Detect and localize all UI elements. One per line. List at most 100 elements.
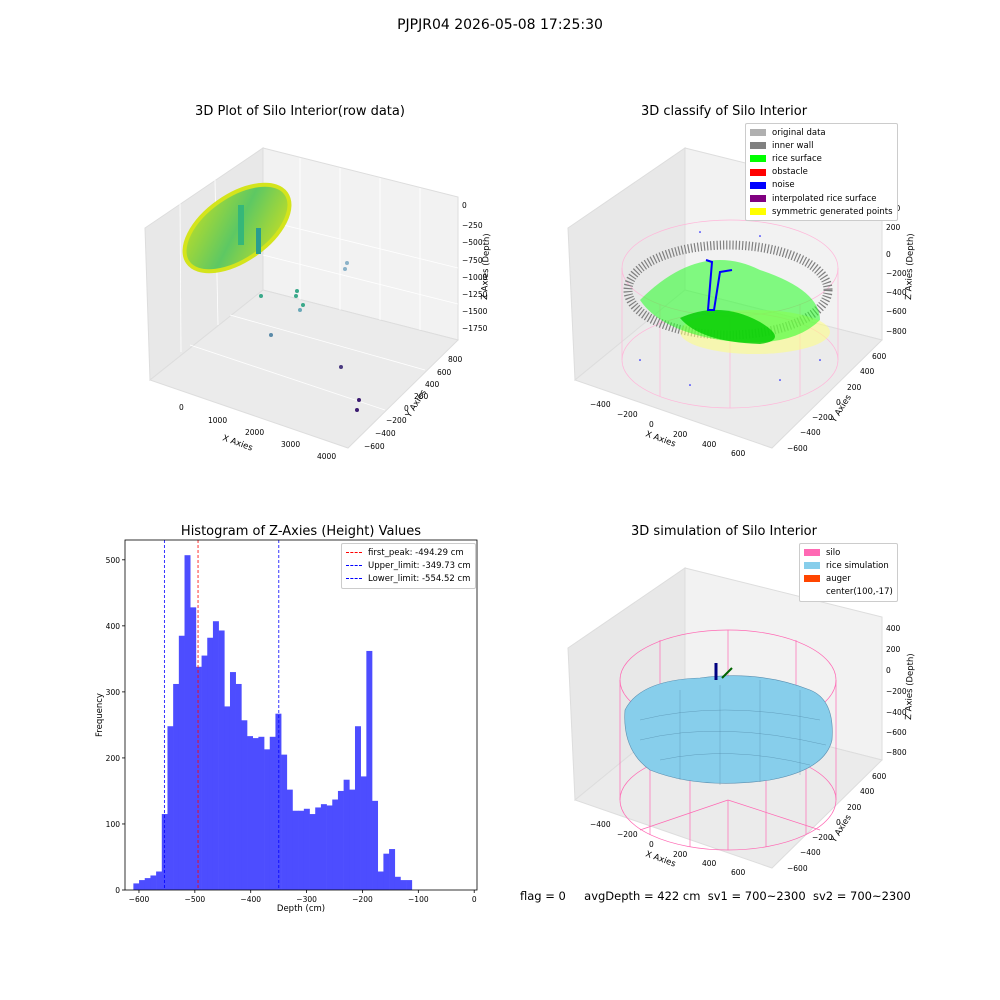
histogram-bar: [292, 810, 299, 890]
x-ticks: −600 −500 −400 −300 −200 −100 0: [129, 890, 477, 904]
z-tick: −800: [886, 748, 907, 757]
y-axis-label: Frequency: [95, 693, 105, 737]
y-tick: −400: [800, 848, 821, 857]
histogram-bar: [332, 799, 339, 890]
point: [294, 294, 298, 298]
histogram-bar: [269, 736, 276, 890]
histogram-bar: [281, 754, 288, 890]
x-tick: 3000: [281, 440, 300, 449]
histogram-bar: [258, 736, 265, 890]
y-tick: −400: [800, 428, 821, 437]
legend-swatch: [804, 549, 820, 557]
histogram-bar: [320, 804, 327, 890]
legend-entry: interpolated rice surface: [750, 192, 893, 205]
raw-surface: [182, 182, 292, 274]
classify-plot-title: 3D classify of Silo Interior: [640, 104, 808, 119]
x-tick-label: −200: [352, 895, 373, 904]
legend-entry: first_peak: -494.29 cm: [346, 546, 471, 559]
y-tick: −200: [812, 413, 833, 422]
histogram-bar: [394, 876, 401, 890]
histogram-bar: [298, 810, 305, 890]
classify-legend: original data inner wall rice surface ob…: [745, 123, 898, 222]
x-tick: 0: [179, 403, 184, 412]
raw-spike-2: [256, 228, 261, 254]
histogram-bar: [133, 883, 140, 890]
x-tick: 1000: [208, 416, 227, 425]
histogram-bar: [372, 800, 379, 890]
z-tick: −1000: [462, 273, 488, 282]
z-tick: −500: [462, 238, 483, 247]
histogram-bar: [229, 672, 236, 890]
x-tick-label: −100: [408, 895, 429, 904]
y-tick: 200: [414, 392, 429, 401]
histogram-bar: [326, 805, 333, 890]
point: [343, 267, 347, 271]
histogram-bar: [195, 666, 202, 890]
histogram-bar: [207, 637, 214, 890]
x-tick: 0: [649, 420, 654, 429]
x-tick: 4000: [317, 452, 336, 461]
histogram-bar: [201, 655, 208, 890]
legend-entry: inner wall: [750, 139, 893, 152]
x-tick: −200: [617, 830, 638, 839]
rice-simulation: [624, 675, 833, 784]
x-tick-label: −500: [185, 895, 206, 904]
point: [355, 408, 359, 412]
y-tick: 400: [425, 380, 440, 389]
legend-swatch: [750, 155, 766, 163]
legend-line: [346, 552, 362, 554]
y-tick: 0: [836, 818, 841, 827]
histogram-bar: [264, 749, 271, 890]
legend-entry: obstacle: [750, 166, 893, 179]
legend-swatch: [750, 129, 766, 137]
z-tick: −250: [462, 221, 483, 230]
legend-swatch: [804, 562, 820, 570]
legend-swatch: [750, 168, 766, 176]
x-tick: 400: [702, 440, 717, 449]
z-axis-label: Z Axies (Depth): [480, 233, 492, 300]
y-tick: 600: [437, 368, 452, 377]
histogram-bar: [383, 853, 390, 890]
x-tick-label: −400: [240, 895, 261, 904]
z-tick: 200: [886, 223, 901, 232]
rice-simulation-grid: [639, 680, 827, 785]
sv2-text: sv2 = 700~2300: [812, 889, 911, 903]
z-tick: −600: [886, 307, 907, 316]
histogram-bar: [247, 736, 254, 890]
raw-spike: [238, 205, 244, 245]
legend-entry: Upper_limit: -349.73 cm: [346, 559, 471, 572]
histogram-bar: [252, 738, 259, 890]
figure-title: PJPJR04 2026-05-08 17:25:30: [397, 17, 603, 33]
histogram-bar: [212, 621, 219, 890]
y-tick: 800: [448, 355, 463, 364]
y-tick: −400: [375, 429, 396, 438]
raw-plot-title: 3D Plot of Silo Interior(row data): [195, 104, 405, 119]
z-tick: 0: [886, 666, 891, 675]
histogram-bar: [400, 880, 407, 890]
legend-entry: original data: [750, 126, 893, 139]
x-tick-label: −600: [129, 895, 150, 904]
y-tick-label: 0: [115, 886, 120, 895]
histogram-bar: [389, 849, 396, 890]
legend-entry: Lower_limit: -554.52 cm: [346, 572, 471, 585]
legend-swatch: [804, 575, 820, 583]
x-tick: −200: [617, 410, 638, 419]
y-tick: 200: [847, 383, 862, 392]
histogram-bar: [150, 875, 157, 890]
histogram-bar: [303, 808, 310, 890]
legend-entry: rice surface: [750, 152, 893, 165]
y-axis-label: Y Axies: [829, 813, 855, 846]
y-tick-label: 200: [106, 754, 121, 763]
z-tick: −200: [886, 269, 907, 278]
x-axis-label: Depth (cm): [277, 904, 325, 914]
histogram-bar: [224, 706, 231, 890]
point: [357, 398, 361, 402]
histogram-bar: [156, 871, 163, 890]
inner-wall: [623, 240, 833, 340]
histogram-bar: [377, 871, 384, 890]
histogram-bar: [184, 555, 191, 890]
z-tick: 200: [886, 645, 901, 654]
grid-lines: [179, 158, 459, 411]
